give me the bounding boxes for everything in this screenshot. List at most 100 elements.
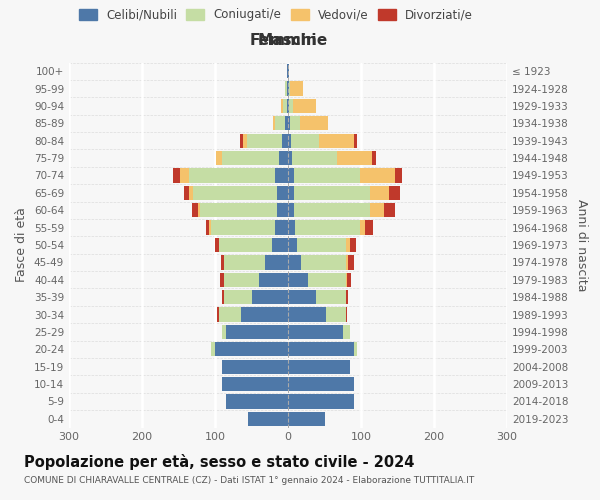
- Bar: [346, 290, 348, 304]
- Bar: [370, 203, 383, 218]
- Bar: [288, 377, 354, 391]
- Bar: [190, 186, 193, 200]
- Bar: [193, 203, 198, 218]
- Bar: [301, 116, 328, 130]
- Bar: [297, 238, 346, 252]
- Bar: [247, 134, 282, 148]
- Bar: [288, 308, 326, 322]
- Bar: [372, 151, 376, 165]
- Bar: [221, 290, 224, 304]
- Bar: [275, 220, 288, 234]
- Bar: [346, 272, 347, 287]
- Bar: [272, 238, 288, 252]
- Bar: [224, 256, 265, 270]
- Bar: [259, 272, 288, 287]
- Bar: [288, 256, 301, 270]
- Bar: [288, 64, 289, 78]
- Bar: [288, 203, 294, 218]
- Bar: [288, 134, 291, 148]
- Bar: [193, 186, 277, 200]
- Bar: [217, 151, 223, 165]
- Bar: [226, 394, 288, 408]
- Bar: [223, 360, 288, 374]
- Text: Maschi: Maschi: [258, 33, 317, 48]
- Y-axis label: Anni di nascita: Anni di nascita: [575, 198, 588, 291]
- Bar: [289, 99, 293, 113]
- Bar: [365, 220, 373, 234]
- Bar: [289, 82, 290, 96]
- Text: Femmine: Femmine: [249, 33, 328, 48]
- Bar: [359, 168, 395, 182]
- Bar: [294, 168, 359, 182]
- Bar: [244, 134, 247, 148]
- Bar: [180, 168, 189, 182]
- Y-axis label: Fasce di età: Fasce di età: [16, 208, 28, 282]
- Bar: [287, 64, 288, 78]
- Bar: [346, 256, 348, 270]
- Legend: Celibi/Nubili, Coniugati/e, Vedovi/e, Divorziati/e: Celibi/Nubili, Coniugati/e, Vedovi/e, Di…: [79, 8, 473, 22]
- Bar: [211, 220, 275, 234]
- Bar: [337, 151, 372, 165]
- Bar: [288, 342, 354, 356]
- Bar: [343, 325, 350, 339]
- Bar: [348, 256, 354, 270]
- Bar: [223, 151, 279, 165]
- Bar: [350, 238, 356, 252]
- Bar: [200, 203, 277, 218]
- Bar: [287, 99, 288, 113]
- Bar: [248, 412, 288, 426]
- Bar: [288, 325, 343, 339]
- Bar: [241, 308, 288, 322]
- Bar: [224, 290, 251, 304]
- Bar: [211, 342, 215, 356]
- Bar: [281, 99, 283, 113]
- Bar: [294, 203, 370, 218]
- Bar: [223, 377, 288, 391]
- Bar: [282, 134, 288, 148]
- Bar: [285, 82, 287, 96]
- Bar: [184, 186, 190, 200]
- Bar: [347, 272, 351, 287]
- Bar: [291, 134, 319, 148]
- Bar: [189, 168, 275, 182]
- Bar: [217, 308, 218, 322]
- Bar: [265, 256, 288, 270]
- Bar: [288, 116, 290, 130]
- Bar: [198, 203, 200, 218]
- Bar: [206, 220, 209, 234]
- Bar: [288, 168, 294, 182]
- Bar: [359, 220, 365, 234]
- Bar: [275, 116, 285, 130]
- Bar: [288, 82, 289, 96]
- Bar: [285, 116, 288, 130]
- Bar: [346, 308, 347, 322]
- Bar: [288, 220, 295, 234]
- Bar: [288, 186, 294, 200]
- Bar: [209, 220, 211, 234]
- Bar: [251, 290, 288, 304]
- Bar: [288, 99, 289, 113]
- Bar: [293, 99, 316, 113]
- Bar: [275, 168, 288, 182]
- Bar: [277, 186, 288, 200]
- Bar: [224, 272, 259, 287]
- Bar: [226, 325, 288, 339]
- Bar: [389, 186, 400, 200]
- Bar: [301, 256, 346, 270]
- Bar: [288, 238, 297, 252]
- Bar: [316, 290, 346, 304]
- Bar: [295, 220, 359, 234]
- Bar: [218, 308, 241, 322]
- Bar: [288, 151, 292, 165]
- Bar: [294, 186, 370, 200]
- Bar: [288, 290, 316, 304]
- Bar: [277, 203, 288, 218]
- Bar: [290, 116, 301, 130]
- Bar: [346, 238, 350, 252]
- Bar: [292, 151, 337, 165]
- Bar: [308, 272, 346, 287]
- Bar: [283, 99, 287, 113]
- Text: COMUNE DI CHIARAVALLE CENTRALE (CZ) - Dati ISTAT 1° gennaio 2024 - Elaborazione : COMUNE DI CHIARAVALLE CENTRALE (CZ) - Da…: [24, 476, 474, 485]
- Bar: [288, 412, 325, 426]
- Bar: [326, 308, 346, 322]
